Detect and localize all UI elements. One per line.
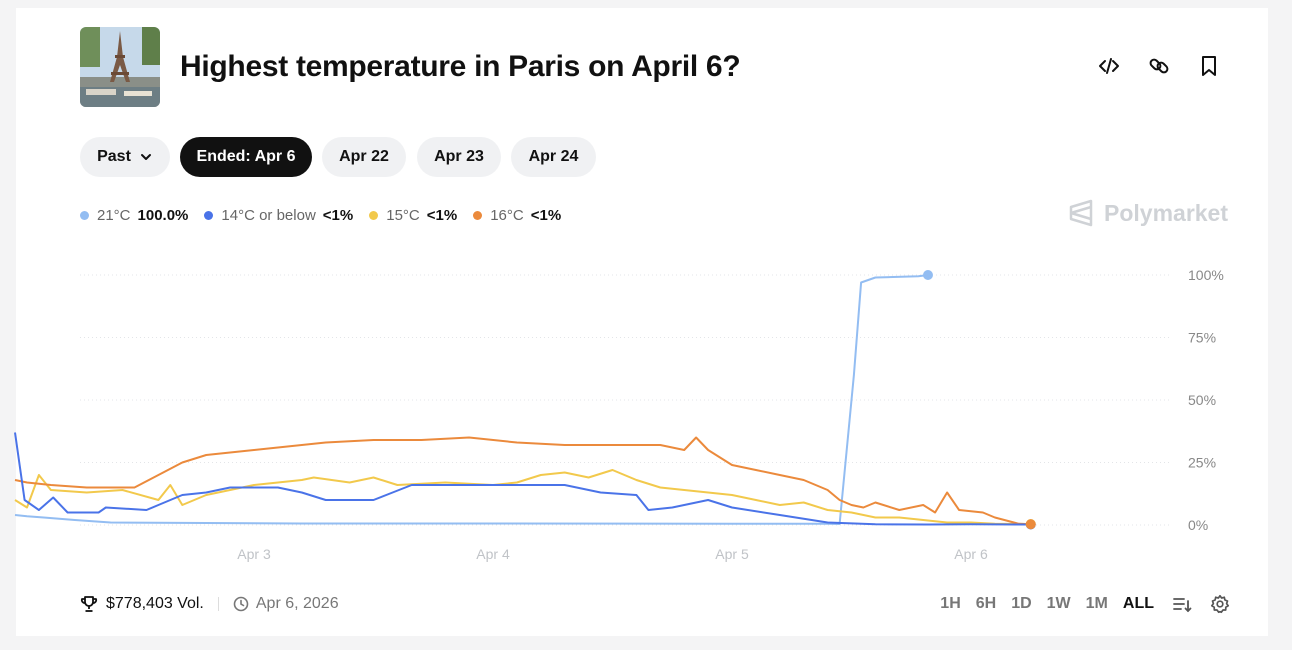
y-tick-label: 0% (1188, 517, 1208, 533)
range-all[interactable]: ALL (1122, 595, 1154, 612)
legend-name: 15°C (386, 206, 420, 224)
legend-value: <1% (426, 206, 458, 224)
past-dropdown[interactable]: Past (80, 137, 170, 177)
legend-dot (204, 210, 214, 220)
sort-icon[interactable] (1172, 595, 1192, 613)
legend-item-14c-or-below[interactable]: 14°C or below <1% (204, 207, 353, 224)
market-stats: $778,403 Vol. Apr 6, 2026 (80, 595, 339, 613)
brand-name: Polymarket (1104, 199, 1229, 226)
volume: $778,403 Vol. (106, 595, 204, 612)
legend-item-16c[interactable]: 16°C <1% (473, 207, 561, 224)
range-1m[interactable]: 1M (1085, 595, 1108, 612)
tab-label: Apr 24 (528, 148, 579, 165)
settings-gear-icon[interactable] (1210, 594, 1230, 614)
polymarket-logo: Polymarket (1068, 199, 1228, 227)
legend-dot (473, 210, 483, 220)
range-1w[interactable]: 1W (1046, 595, 1071, 612)
legend-name: 21°C (97, 206, 131, 224)
series-line (14, 469, 1031, 525)
range-1d[interactable]: 1D (1011, 595, 1032, 612)
tab-apr-24[interactable]: Apr 24 (511, 137, 596, 177)
market-card (16, 8, 1268, 636)
y-tick-label: 75% (1188, 330, 1216, 346)
price-chart[interactable]: 100% 75% 50% 25% 0% Apr 3 Apr 4 Apr 5 Apr 6 (0, 250, 1292, 580)
legend-name: 14°C or below (221, 206, 316, 224)
series-end-dot (922, 270, 933, 280)
divider (217, 597, 219, 611)
legend-value: <1% (322, 206, 354, 224)
legend-dot (80, 210, 89, 220)
tab-label: Apr 23 (434, 148, 484, 165)
y-tick-label: 50% (1188, 392, 1216, 408)
series-line (14, 274, 929, 525)
tab-apr-23[interactable]: Apr 23 (417, 137, 501, 177)
code-icon[interactable] (1097, 54, 1121, 78)
range-1h[interactable]: 1H (940, 595, 961, 612)
series-line (14, 432, 1031, 526)
series-end-dot (1025, 519, 1036, 530)
y-tick-label: 100% (1188, 267, 1224, 283)
tab-label: Ended: Apr 6 (196, 148, 296, 165)
market-title: Highest temperature in Paris on April 6? (180, 50, 741, 83)
link-icon[interactable] (1147, 54, 1171, 78)
x-tick-label: Apr 5 (715, 546, 749, 562)
y-tick-label: 25% (1188, 455, 1216, 471)
past-label: Past (97, 148, 131, 165)
end-date: Apr 6, 2026 (255, 595, 339, 612)
x-tick-label: Apr 3 (237, 546, 271, 562)
eiffel-tower-image (80, 27, 160, 107)
chevron-down-icon (140, 154, 151, 160)
time-range-selector: 1H 6H 1D 1W 1M ALL (925, 594, 1230, 614)
series-line (14, 436, 1031, 526)
chart-legend: 21°C 100.0% 14°C or below <1% 15°C <1% 1… (80, 205, 577, 225)
clock-icon (233, 596, 249, 612)
bookmark-icon[interactable] (1197, 54, 1221, 78)
legend-dot (369, 210, 379, 220)
legend-value: 100.0% (137, 206, 189, 224)
polymarket-icon (1069, 199, 1093, 227)
range-6h[interactable]: 6H (975, 595, 997, 612)
x-tick-label: Apr 6 (954, 546, 988, 562)
legend-item-15c[interactable]: 15°C <1% (369, 207, 457, 224)
legend-item-21c[interactable]: 21°C 100.0% (80, 207, 188, 224)
x-tick-label: Apr 4 (476, 546, 510, 562)
tab-apr-22[interactable]: Apr 22 (322, 137, 406, 177)
tab-label: Apr 22 (339, 148, 389, 165)
trophy-icon (80, 596, 98, 612)
legend-name: 16°C (490, 206, 524, 224)
tab-ended-apr-6[interactable]: Ended: Apr 6 (180, 137, 312, 177)
legend-value: <1% (530, 206, 562, 224)
market-thumbnail (80, 27, 160, 107)
